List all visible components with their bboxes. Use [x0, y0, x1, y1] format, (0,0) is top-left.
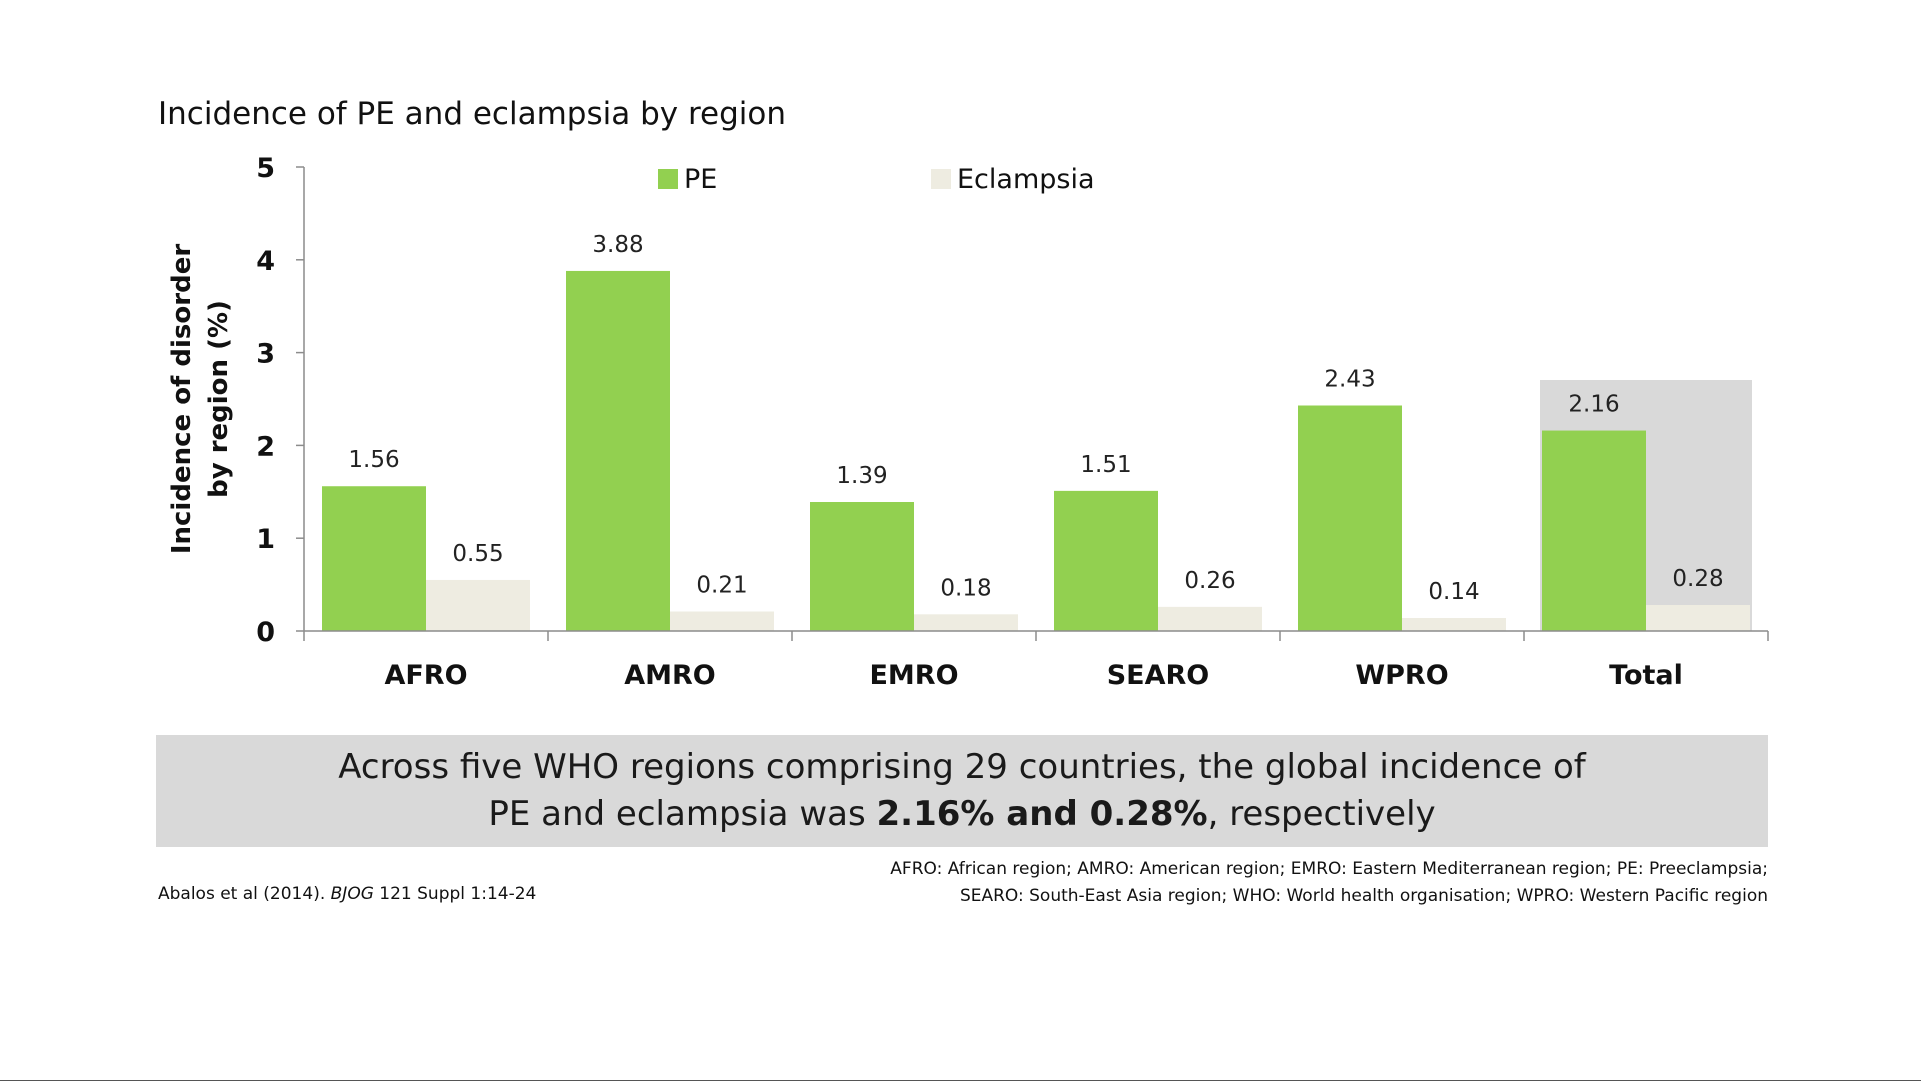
data-label-pe-searo: 1.51: [1080, 452, 1131, 478]
data-label-pe-wpro: 2.43: [1324, 366, 1375, 392]
bar-eclampsia-afro: [426, 579, 530, 631]
x-tick-label: SEARO: [1107, 660, 1210, 691]
abbreviations-line-2: SEARO: South-East Asia region; WHO: Worl…: [959, 886, 1768, 906]
citation: Abalos et al (2014). BJOG 121 Suppl 1:14…: [158, 884, 536, 904]
citation-journal: BJOG: [330, 884, 374, 904]
bar-pe-afro: [322, 486, 426, 631]
bar-chart: Incidence of PE and eclampsia by region 1…: [158, 96, 1769, 691]
bar-pe-searo: [1054, 490, 1158, 631]
summary-line-2-post: , respectively: [1207, 794, 1436, 834]
data-label-pe-afro: 1.56: [348, 447, 399, 473]
bar-eclampsia-wpro: [1402, 618, 1506, 631]
bar-pe-total: [1542, 430, 1646, 631]
legend-swatch-eclampsia: [931, 169, 951, 189]
abbreviations: AFRO: African region; AMRO: American reg…: [768, 856, 1768, 910]
data-label-eclampsia-afro: 0.55: [452, 541, 503, 567]
summary-line-2-pre: PE and eclampsia was: [488, 794, 877, 834]
bar-pe-emro: [810, 502, 914, 631]
x-tick-label: EMRO: [869, 660, 958, 691]
data-label-eclampsia-amro: 0.21: [696, 573, 747, 599]
y-axis-label-line-2: by region (%): [204, 300, 234, 498]
bar-pe-wpro: [1298, 405, 1402, 631]
data-label-eclampsia-wpro: 0.14: [1428, 579, 1479, 605]
data-label-pe-total: 2.16: [1568, 392, 1619, 418]
bar-eclampsia-amro: [670, 611, 774, 631]
x-tick-label: AFRO: [384, 660, 467, 691]
summary-line-2-bold: 2.16% and 0.28%: [876, 794, 1208, 834]
y-tick-label: 0: [256, 617, 275, 648]
data-label-eclampsia-emro: 0.18: [940, 575, 991, 601]
citation-authors: Abalos et al (2014).: [158, 884, 331, 904]
y-axis-label-line-1: Incidence of disorder: [167, 244, 197, 555]
y-tick-label: 5: [256, 153, 275, 184]
x-tick-label: WPRO: [1355, 660, 1448, 691]
bar-pe-amro: [566, 270, 670, 631]
abbreviations-line-1: AFRO: African region; AMRO: American reg…: [890, 859, 1768, 879]
data-label-eclampsia-searo: 0.26: [1184, 568, 1235, 594]
data-label-pe-amro: 3.88: [592, 232, 643, 258]
y-tick-label: 3: [256, 339, 275, 370]
bar-eclampsia-total: [1646, 605, 1750, 631]
summary-box: Across five WHO regions comprising 29 co…: [156, 735, 1768, 847]
summary-line-2: PE and eclampsia was 2.16% and 0.28%, re…: [488, 791, 1435, 838]
data-label-pe-emro: 1.39: [836, 463, 887, 489]
y-tick-label: 1: [256, 524, 275, 555]
y-tick-label: 2: [256, 431, 275, 462]
bar-eclampsia-searo: [1158, 606, 1262, 631]
legend-label-pe: PE: [684, 164, 717, 195]
legend-label-eclampsia: Eclampsia: [957, 164, 1095, 195]
data-label-eclampsia-total: 0.28: [1672, 566, 1723, 592]
citation-rest: 121 Suppl 1:14-24: [373, 884, 537, 904]
chart-title: Incidence of PE and eclampsia by region: [158, 96, 786, 132]
legend-swatch-pe: [658, 169, 678, 189]
summary-line-1: Across five WHO regions comprising 29 co…: [338, 747, 1586, 787]
x-tick-label: Total: [1609, 660, 1683, 691]
x-tick-label: AMRO: [624, 660, 716, 691]
bar-eclampsia-emro: [914, 614, 1018, 631]
y-tick-label: 4: [256, 246, 275, 277]
